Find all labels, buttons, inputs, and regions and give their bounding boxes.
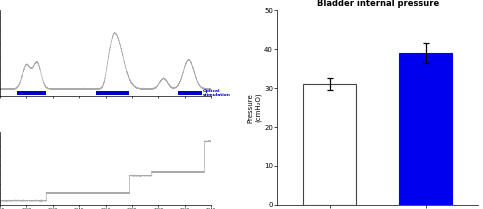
- Y-axis label: Pressure
(cmH₂O): Pressure (cmH₂O): [248, 93, 261, 122]
- Bar: [96, 91, 129, 94]
- Bar: [17, 91, 46, 94]
- Bar: [399, 53, 452, 205]
- Bar: [303, 84, 356, 205]
- Bar: [178, 91, 202, 94]
- Title: Bladder internal pressure: Bladder internal pressure: [316, 0, 439, 8]
- Text: Optical
stimulation: Optical stimulation: [203, 89, 231, 97]
